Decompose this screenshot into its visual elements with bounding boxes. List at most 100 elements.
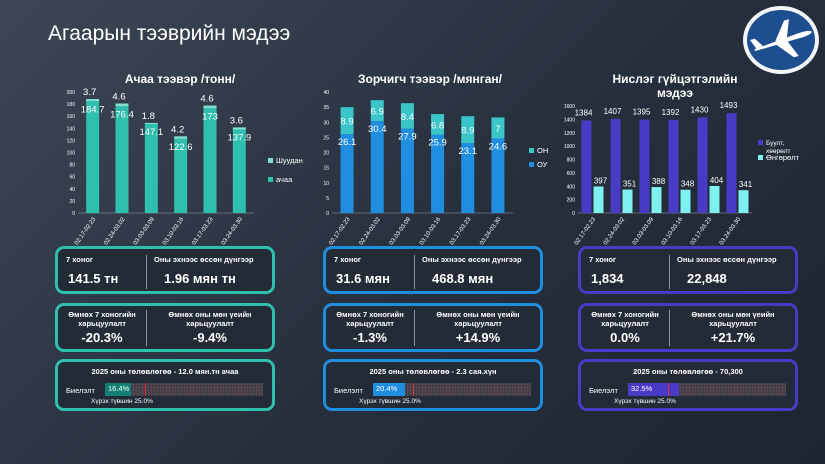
week-label: 7 хоног xyxy=(334,255,362,264)
bar-0-s0 xyxy=(232,129,246,213)
x-tick-label: 02.17-02.23 xyxy=(74,216,98,246)
bar-0-s0 xyxy=(144,124,158,213)
data-label: 1407 xyxy=(604,107,622,116)
data-label: 147.1 xyxy=(139,127,163,138)
y-tick-label: 800 xyxy=(567,158,576,164)
prev-week-value: -1.3% xyxy=(353,330,387,345)
legend-swatch xyxy=(529,148,534,153)
bar-2-s0 xyxy=(610,118,621,213)
progress-fill: 16.4% xyxy=(105,383,131,396)
data-label: 122.6 xyxy=(169,142,193,153)
x-tick-label: 03.24-03.30 xyxy=(221,216,245,246)
bar-2-s1 xyxy=(651,187,662,213)
data-label: 4.6 xyxy=(112,91,125,102)
plan-box: 2025 оны төлөвлөгөө - 12.0 мян.тн ачаа Би… xyxy=(55,359,275,411)
data-label: 341 xyxy=(739,180,753,189)
legend-label: Буулт, xyxy=(766,140,785,147)
legend-label: Шуудан xyxy=(276,156,303,165)
ytd-value: 22,848 xyxy=(687,271,727,286)
bar-0-s0 xyxy=(203,108,217,213)
legend-label: ОН xyxy=(537,146,548,155)
bar-2-s1 xyxy=(622,189,633,213)
data-label: 404 xyxy=(710,176,724,185)
divider xyxy=(414,255,415,289)
data-label: 351 xyxy=(623,180,637,189)
y-tick-label: 80 xyxy=(69,163,75,169)
data-label: 176.4 xyxy=(110,109,134,120)
x-tick-label: 03.10-03.16 xyxy=(661,216,685,246)
data-label: 1392 xyxy=(662,108,680,117)
week-value: 141.5 тн xyxy=(68,271,119,286)
x-tick-label: 02.24-03.02 xyxy=(103,216,127,246)
y-tick-label: 20 xyxy=(69,199,75,205)
execution-label: Биелэлт xyxy=(589,386,618,395)
bar-0-s1 xyxy=(232,127,246,130)
data-label: 8.9 xyxy=(340,117,353,128)
data-label: 184.7 xyxy=(81,104,105,115)
x-tick-label: 03.03-03.09 xyxy=(632,216,656,246)
data-label: 7 xyxy=(495,124,500,135)
y-tick-label: 200 xyxy=(67,90,76,96)
bar-1-s0 xyxy=(400,128,414,213)
y-tick-label: 15 xyxy=(323,166,329,172)
week-label: 7 хоног xyxy=(66,255,94,264)
plan-label: 2025 оны төлөвлөгөө - 12.0 мян.тн ачаа xyxy=(91,367,239,376)
y-tick-label: 200 xyxy=(567,198,576,204)
x-tick-label: 02.17-02.23 xyxy=(328,216,352,246)
legend-swatch xyxy=(268,158,273,163)
bar-1-s0 xyxy=(370,121,384,213)
y-tick-label: 1400 xyxy=(564,117,575,123)
y-tick-label: 25 xyxy=(323,135,329,141)
data-label: 1493 xyxy=(720,101,738,110)
data-label: 26.1 xyxy=(338,137,357,148)
divider xyxy=(146,310,147,346)
bar-1-s1 xyxy=(400,103,414,129)
chart-title-cargo: Ачаа тээвэр /тонн/ xyxy=(124,72,236,86)
y-tick-label: 0 xyxy=(326,211,329,217)
plan-box: 2025 оны төлөвлөгөө - 2.3 сая.хүн Биелэлт… xyxy=(323,359,543,411)
y-tick-label: 10 xyxy=(323,181,329,187)
comparison-box: Өмнөх 7 хоногийн харьцуулалт 0.0% Өмнөх он… xyxy=(578,303,798,352)
airplane-icon xyxy=(743,6,819,74)
week-label: 7 хоног xyxy=(589,255,617,264)
bar-2-s0 xyxy=(581,120,592,213)
ytd-label: Оны эхнээс өссөн дүнгээр xyxy=(154,255,254,264)
prev-year-label: Өмнөх оны мөн үеийн харьцуулалт xyxy=(436,310,520,328)
x-tick-label: 02.17-02.23 xyxy=(574,216,598,246)
execution-label: Биелэлт xyxy=(334,386,363,395)
x-tick-label: 03.10-03.16 xyxy=(419,216,443,246)
ytd-value: 468.8 мян xyxy=(432,271,494,286)
divider xyxy=(669,310,670,346)
data-label: 1395 xyxy=(633,108,651,117)
y-tick-label: 0 xyxy=(72,211,75,217)
prev-week-label: Өмнөх 7 хоногийн харьцуулалт xyxy=(336,310,404,328)
y-tick-label: 1200 xyxy=(564,131,575,137)
chart-title-flights: Нислэг гүйцэтгэлийн мэдээ xyxy=(612,72,738,100)
bar-2-s0 xyxy=(726,113,737,213)
y-tick-label: 600 xyxy=(567,171,576,177)
comparison-box: Өмнөх 7 хоногийн харьцуулалт -1.3% Өмнөх о… xyxy=(323,303,543,352)
summary-box: 7 хоног 31.6 мян Оны эхнээс өссөн дүнгээр 4… xyxy=(323,246,543,294)
plan-label: 2025 оны төлөвлөгөө - 2.3 сая.хүн xyxy=(369,367,497,376)
comparison-box: Өмнөх 7 хоногийн харьцуулалт -20.3% Өмнөх … xyxy=(55,303,275,352)
divider xyxy=(669,255,670,289)
bar-2-s0 xyxy=(697,117,708,213)
y-tick-label: 20 xyxy=(323,151,329,157)
data-label: 173 xyxy=(202,111,218,122)
bar-1-s0 xyxy=(461,143,475,213)
data-label: 1430 xyxy=(691,105,709,114)
legend-label: ОУ xyxy=(537,160,548,169)
bar-0-s1 xyxy=(115,103,129,107)
prev-year-value: -9.4% xyxy=(193,330,227,345)
y-tick-label: 40 xyxy=(69,187,75,193)
legend-swatch xyxy=(529,162,534,167)
y-tick-label: 5 xyxy=(326,196,329,202)
data-label: 23.1 xyxy=(459,146,478,157)
week-value: 31.6 мян xyxy=(336,271,390,286)
data-label: 1384 xyxy=(575,108,593,117)
x-tick-label: 02.24-03.02 xyxy=(359,216,383,246)
x-tick-label: 03.03-03.09 xyxy=(133,216,157,246)
x-tick-label: 03.03-03.09 xyxy=(389,216,413,246)
data-label: 388 xyxy=(652,177,666,186)
legend-label: ачаа xyxy=(276,175,293,184)
